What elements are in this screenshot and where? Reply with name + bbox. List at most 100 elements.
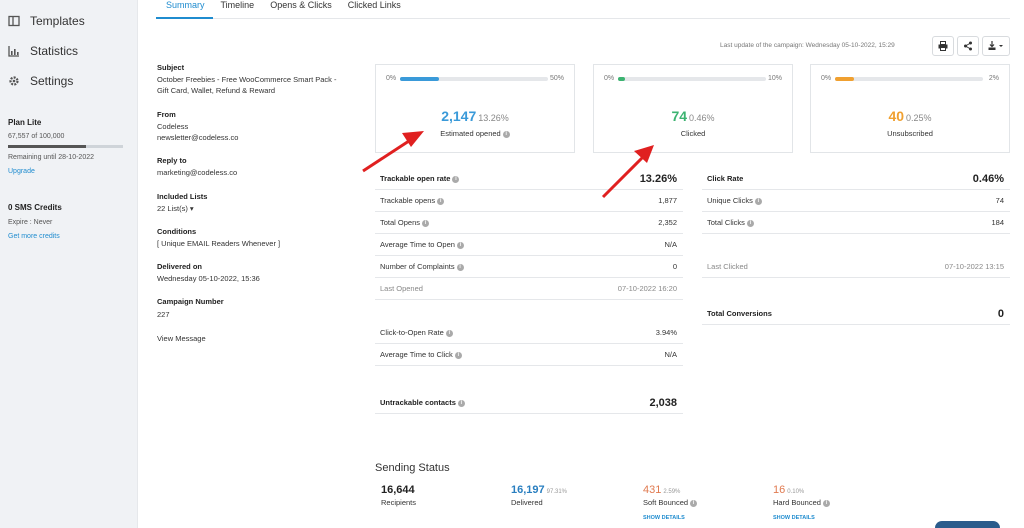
row-label-group: Trackable open rate i [380, 174, 460, 183]
from-value: Codeless newsletter@codeless.co [157, 121, 357, 143]
conditions-value: [ Unique EMAIL Readers Whenever ] [157, 239, 281, 248]
subject-line: Gift Card, Wallet, Refund & Reward [157, 86, 276, 95]
tab-opens-clicks[interactable]: Opens & Clicks [270, 0, 332, 10]
card-value-group: 74 0.46% [594, 108, 792, 124]
status-percent: 0.10% [787, 489, 805, 495]
status-value: 16,197 [511, 484, 545, 496]
table-row: Number of Complaints i 0 [375, 256, 683, 278]
tab-timeline[interactable]: Timeline [220, 0, 255, 10]
row-label: Average Time to Open [380, 240, 455, 249]
subject-line: October Freebies - Free WooCommerce Smar… [157, 75, 337, 84]
info-icon[interactable]: i [437, 197, 445, 205]
plan-usage-bar [8, 145, 123, 148]
info-icon[interactable]: i [452, 175, 460, 183]
card-value: 2,147 [441, 108, 477, 124]
subject-value: October Freebies - Free WooCommerce Smar… [157, 74, 357, 96]
card-percent: 13.26% [478, 113, 509, 123]
recipients-value-group: 16,644 [381, 484, 415, 496]
status-label: Hard Bounced [773, 498, 821, 507]
table-row: Click Rate 0.46% [702, 168, 1010, 190]
tab-clicked-links[interactable]: Clicked Links [347, 0, 401, 10]
info-icon[interactable]: i [822, 499, 830, 507]
info-icon[interactable]: i [445, 329, 453, 337]
row-value: 2,038 [649, 396, 677, 409]
get-more-credits-link[interactable]: Get more credits [8, 233, 60, 240]
row-value: 3.94% [655, 328, 677, 337]
view-message-link[interactable]: View Message [157, 334, 206, 343]
row-value: 07-10-2022 13:15 [944, 262, 1004, 271]
plan-title: Plan Lite [8, 118, 42, 127]
included-lists-dropdown[interactable]: 22 List(s) ▾ [157, 204, 194, 213]
row-label: Total Opens [380, 218, 421, 227]
soft-bounced-show-details-link[interactable]: SHOW DETAILS [643, 515, 685, 521]
row-value: 0 [997, 307, 1004, 320]
info-icon[interactable]: i [457, 399, 465, 407]
status-value: 16 [773, 484, 786, 496]
table-row: Average Time to Open i N/A [375, 234, 683, 256]
hard-bounced-show-details-link[interactable]: SHOW DETAILS [773, 515, 815, 521]
status-percent: 2.59% [663, 489, 681, 495]
sidebar-item-statistics[interactable]: Statistics [8, 41, 78, 61]
card-progress-bar [618, 77, 766, 81]
table-row: Total Conversions 0 [702, 303, 1010, 325]
card-min-label: 0% [386, 75, 397, 82]
row-value: 1,877 [658, 196, 677, 205]
status-label: Recipients [381, 498, 417, 507]
delivered-value-group: 16,197 97.31% [511, 484, 567, 496]
row-value: 74 [995, 196, 1004, 205]
from-email: newsletter@codeless.co [157, 133, 239, 142]
statistics-icon [8, 46, 19, 57]
info-icon[interactable]: i [456, 263, 464, 271]
share-button[interactable] [957, 36, 979, 56]
reply-to-value: marketing@codeless.co [157, 168, 238, 177]
download-button[interactable] [982, 36, 1010, 56]
delivered-value: Wednesday 05-10-2022, 15:36 [157, 274, 260, 283]
row-label: Total Clicks [707, 218, 745, 227]
info-icon[interactable]: i [690, 499, 698, 507]
sidebar-item-settings[interactable]: Settings [8, 71, 73, 91]
card-progress-fill [618, 77, 625, 81]
row-value: 0 [672, 262, 677, 271]
sidebar: Templates Statistics Settings Plan Lite … [0, 0, 138, 528]
card-caption: Clicked [680, 129, 706, 138]
campaign-number-value: 227 [157, 310, 170, 319]
card-caption: Estimated opened [440, 129, 501, 138]
sidebar-item-templates[interactable]: Templates [8, 11, 85, 31]
info-icon[interactable]: i [502, 130, 510, 138]
info-icon[interactable]: i [454, 351, 462, 359]
table-row: Total Opens i 2,352 [375, 212, 683, 234]
card-value: 40 [888, 108, 905, 124]
conditions-label: Conditions [157, 227, 197, 236]
info-icon[interactable]: i [754, 197, 762, 205]
card-min-label: 0% [821, 75, 832, 82]
table-row: Average Time to Click i N/A [375, 344, 683, 366]
table-row: Untrackable contacts i 2,038 [375, 392, 683, 414]
subject-label: Subject [157, 63, 185, 72]
gear-icon [9, 76, 19, 86]
card-unsubscribed: 0% 2% 40 0.25% Unsubscribed [810, 64, 1010, 153]
card-percent: 0.25% [906, 113, 932, 123]
row-label-group: Average Time to Open i [380, 240, 464, 249]
floating-action-button[interactable] [935, 521, 1000, 528]
print-button[interactable] [932, 36, 954, 56]
info-icon[interactable]: i [422, 219, 430, 227]
card-max-label: 2% [988, 75, 999, 82]
status-label-group: Hard Bounced i [773, 498, 830, 507]
row-label: Click-to-Open Rate [380, 328, 444, 337]
row-label-group: Total Clicks i [707, 218, 754, 227]
row-value: 13.26% [639, 172, 677, 185]
table-row: Last Opened 07-10-2022 16:20 [375, 278, 683, 300]
share-icon [964, 41, 972, 51]
campaign-number-label: Campaign Number [157, 297, 224, 306]
upgrade-link[interactable]: Upgrade [8, 168, 35, 175]
delivered-label: Delivered on [157, 262, 203, 271]
info-icon[interactable]: i [746, 219, 754, 227]
row-value: N/A [664, 350, 677, 359]
status-label: Delivered [511, 498, 543, 507]
row-label-group: Trackable opens i [380, 196, 445, 205]
chevron-down-icon [999, 45, 1003, 47]
info-icon[interactable]: i [456, 241, 464, 249]
row-label-group: Number of Complaints i [380, 262, 464, 271]
row-label: Total Conversions [707, 309, 772, 318]
tab-summary[interactable]: Summary [156, 0, 213, 19]
